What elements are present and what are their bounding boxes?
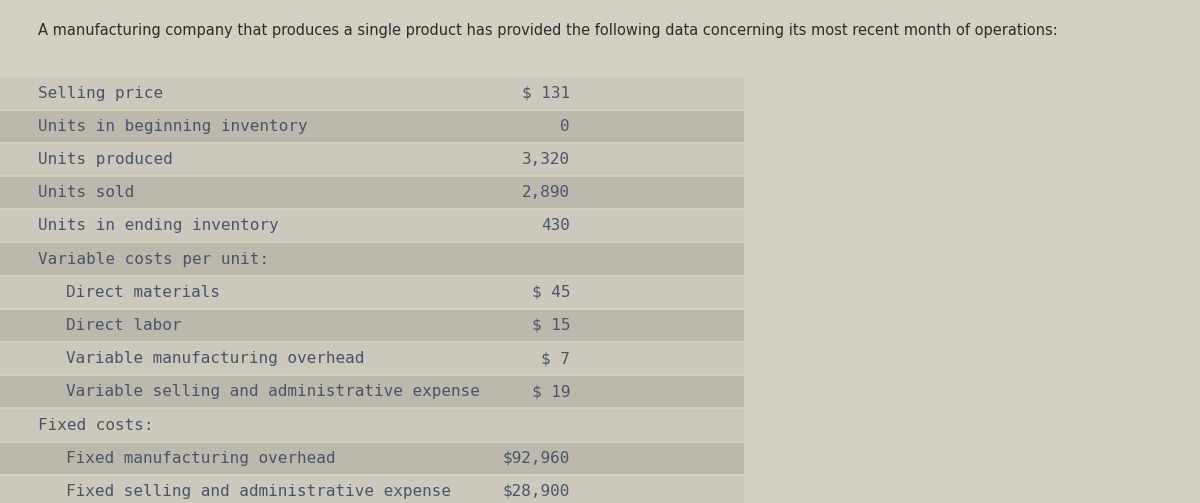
Bar bbox=[0, 77, 744, 109]
Text: Units in beginning inventory: Units in beginning inventory bbox=[38, 119, 308, 134]
Bar bbox=[0, 409, 744, 441]
Bar bbox=[0, 144, 744, 175]
Text: $ 15: $ 15 bbox=[532, 318, 570, 333]
Bar bbox=[0, 210, 744, 241]
Bar bbox=[0, 111, 744, 142]
Text: Fixed selling and administrative expense: Fixed selling and administrative expense bbox=[66, 484, 451, 499]
Text: A manufacturing company that produces a single product has provided the followin: A manufacturing company that produces a … bbox=[38, 23, 1058, 38]
Text: Variable selling and administrative expense: Variable selling and administrative expe… bbox=[66, 384, 480, 399]
Bar bbox=[0, 476, 744, 503]
Text: $ 7: $ 7 bbox=[541, 351, 570, 366]
Text: Fixed manufacturing overhead: Fixed manufacturing overhead bbox=[66, 451, 336, 466]
Text: $ 131: $ 131 bbox=[522, 86, 570, 101]
Text: Units in ending inventory: Units in ending inventory bbox=[38, 218, 280, 233]
Text: $28,900: $28,900 bbox=[503, 484, 570, 499]
Text: Units produced: Units produced bbox=[38, 152, 173, 167]
Bar bbox=[0, 177, 744, 208]
Bar bbox=[0, 277, 744, 308]
Text: $ 45: $ 45 bbox=[532, 285, 570, 300]
Text: Direct materials: Direct materials bbox=[66, 285, 220, 300]
Bar bbox=[0, 243, 744, 275]
Text: $ 19: $ 19 bbox=[532, 384, 570, 399]
Text: Units sold: Units sold bbox=[38, 185, 134, 200]
Text: 0: 0 bbox=[560, 119, 570, 134]
Text: Selling price: Selling price bbox=[38, 86, 163, 101]
Text: Variable costs per unit:: Variable costs per unit: bbox=[38, 252, 269, 267]
Text: 2,890: 2,890 bbox=[522, 185, 570, 200]
Text: Direct labor: Direct labor bbox=[66, 318, 181, 333]
Text: Variable manufacturing overhead: Variable manufacturing overhead bbox=[66, 351, 365, 366]
Bar bbox=[0, 343, 744, 374]
Text: Fixed costs:: Fixed costs: bbox=[38, 417, 154, 433]
Bar bbox=[0, 376, 744, 407]
Bar bbox=[0, 443, 744, 474]
Text: 430: 430 bbox=[541, 218, 570, 233]
Text: $92,960: $92,960 bbox=[503, 451, 570, 466]
Bar bbox=[0, 310, 744, 341]
Text: 3,320: 3,320 bbox=[522, 152, 570, 167]
